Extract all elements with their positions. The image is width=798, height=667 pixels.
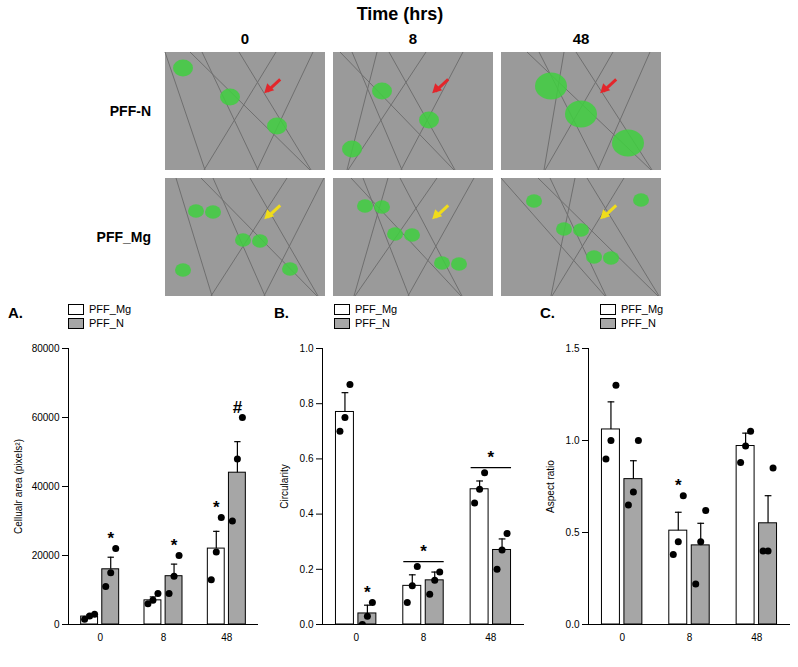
svg-text:Time (hrs): Time (hrs) [357, 4, 444, 24]
svg-text:80000: 80000 [32, 343, 60, 354]
svg-text:8: 8 [409, 30, 417, 47]
svg-text:PFF_Mg: PFF_Mg [97, 229, 151, 245]
svg-text:0.4: 0.4 [300, 508, 314, 519]
svg-text:60000: 60000 [32, 412, 60, 423]
svg-text:48: 48 [573, 30, 590, 47]
svg-text:0.2: 0.2 [300, 564, 314, 575]
svg-text:0: 0 [619, 632, 625, 643]
svg-text:48: 48 [751, 632, 763, 643]
svg-text:*: * [488, 448, 495, 467]
svg-text:8: 8 [421, 632, 427, 643]
svg-text:Aspect ratio: Aspect ratio [545, 460, 556, 513]
svg-text:0.0: 0.0 [300, 619, 314, 630]
svg-text:0: 0 [97, 632, 103, 643]
html-text:A.: A. [8, 304, 23, 321]
html-text:PFF_N: PFF_N [355, 317, 390, 329]
svg-text:20000: 20000 [32, 550, 60, 561]
svg-text:1.0: 1.0 [300, 343, 314, 354]
svg-text:0.5: 0.5 [566, 527, 580, 538]
html-text:PFF_Mg: PFF_Mg [355, 303, 398, 315]
svg-text:*: * [107, 529, 114, 548]
html-text:C.: C. [540, 304, 555, 321]
svg-text:Circularity: Circularity [279, 464, 290, 508]
html-text:PFF_Mg: PFF_Mg [89, 303, 132, 315]
html-text:PFF_N: PFF_N [621, 317, 656, 329]
html-text:PFF_Mg: PFF_Mg [621, 303, 664, 315]
svg-text:1.0: 1.0 [566, 435, 580, 446]
svg-text:*: * [213, 498, 220, 517]
svg-text:48: 48 [221, 632, 233, 643]
svg-text:*: * [675, 476, 682, 495]
svg-text:Cellualr area (pixels²): Cellualr area (pixels²) [13, 439, 24, 534]
svg-text:0.8: 0.8 [300, 398, 314, 409]
svg-text:*: * [420, 542, 427, 561]
svg-text:48: 48 [485, 632, 497, 643]
html-text:PFF_N: PFF_N [89, 317, 124, 329]
svg-text:0.0: 0.0 [566, 619, 580, 630]
svg-text:#: # [233, 398, 243, 417]
svg-text:PFF-N: PFF-N [110, 103, 151, 119]
svg-text:0: 0 [241, 30, 249, 47]
svg-text:1.5: 1.5 [566, 343, 580, 354]
svg-text:0: 0 [353, 632, 359, 643]
html-text:B.: B. [274, 304, 289, 321]
svg-text:8: 8 [161, 632, 167, 643]
svg-text:40000: 40000 [32, 481, 60, 492]
svg-text:0: 0 [54, 619, 60, 630]
svg-text:0.6: 0.6 [300, 453, 314, 464]
svg-text:8: 8 [687, 632, 693, 643]
svg-text:*: * [171, 536, 178, 555]
svg-text:*: * [364, 583, 371, 602]
